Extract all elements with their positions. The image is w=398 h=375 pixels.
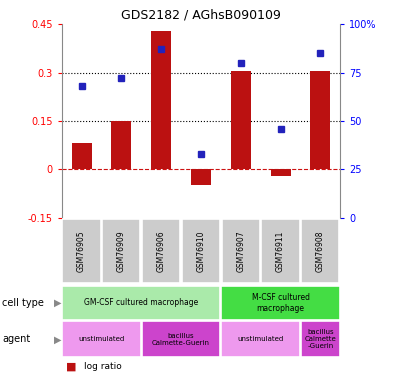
Text: unstimulated: unstimulated xyxy=(78,336,125,342)
Text: bacillus
Calmette
-Guerin: bacillus Calmette -Guerin xyxy=(304,329,336,350)
Bar xyxy=(301,321,340,357)
Text: bacillus
Calmette-Guerin: bacillus Calmette-Guerin xyxy=(152,333,210,346)
Text: GSM76911: GSM76911 xyxy=(276,231,285,272)
Text: GM-CSF cultured macrophage: GM-CSF cultured macrophage xyxy=(84,298,199,307)
Bar xyxy=(221,321,300,357)
Bar xyxy=(221,286,340,320)
Bar xyxy=(62,286,220,320)
Text: unstimulated: unstimulated xyxy=(238,336,284,342)
Text: GSM76909: GSM76909 xyxy=(117,230,126,272)
Text: GSM76907: GSM76907 xyxy=(236,230,245,272)
Bar xyxy=(72,144,92,169)
Bar xyxy=(111,121,131,169)
Text: agent: agent xyxy=(2,334,30,344)
Bar xyxy=(261,219,300,283)
Text: cell type: cell type xyxy=(2,298,44,308)
Title: GDS2182 / AGhsB090109: GDS2182 / AGhsB090109 xyxy=(121,9,281,22)
Bar xyxy=(142,219,180,283)
Bar xyxy=(222,219,260,283)
Bar xyxy=(301,219,339,283)
Text: GSM76908: GSM76908 xyxy=(316,231,325,272)
Bar xyxy=(271,169,291,176)
Bar xyxy=(151,31,171,169)
Text: GSM76905: GSM76905 xyxy=(77,230,86,272)
Bar xyxy=(231,71,251,169)
Bar xyxy=(310,71,330,169)
Text: log ratio: log ratio xyxy=(84,362,121,371)
Bar xyxy=(142,321,220,357)
Bar xyxy=(182,219,220,283)
Text: ▶: ▶ xyxy=(54,298,61,308)
Text: ▶: ▶ xyxy=(54,334,61,344)
Text: GSM76906: GSM76906 xyxy=(157,230,166,272)
Bar xyxy=(102,219,140,283)
Text: ■: ■ xyxy=(66,362,76,372)
Text: GSM76910: GSM76910 xyxy=(197,231,205,272)
Text: M-CSF cultured
macrophage: M-CSF cultured macrophage xyxy=(252,293,310,312)
Bar xyxy=(191,169,211,185)
Bar xyxy=(62,219,101,283)
Bar xyxy=(62,321,141,357)
